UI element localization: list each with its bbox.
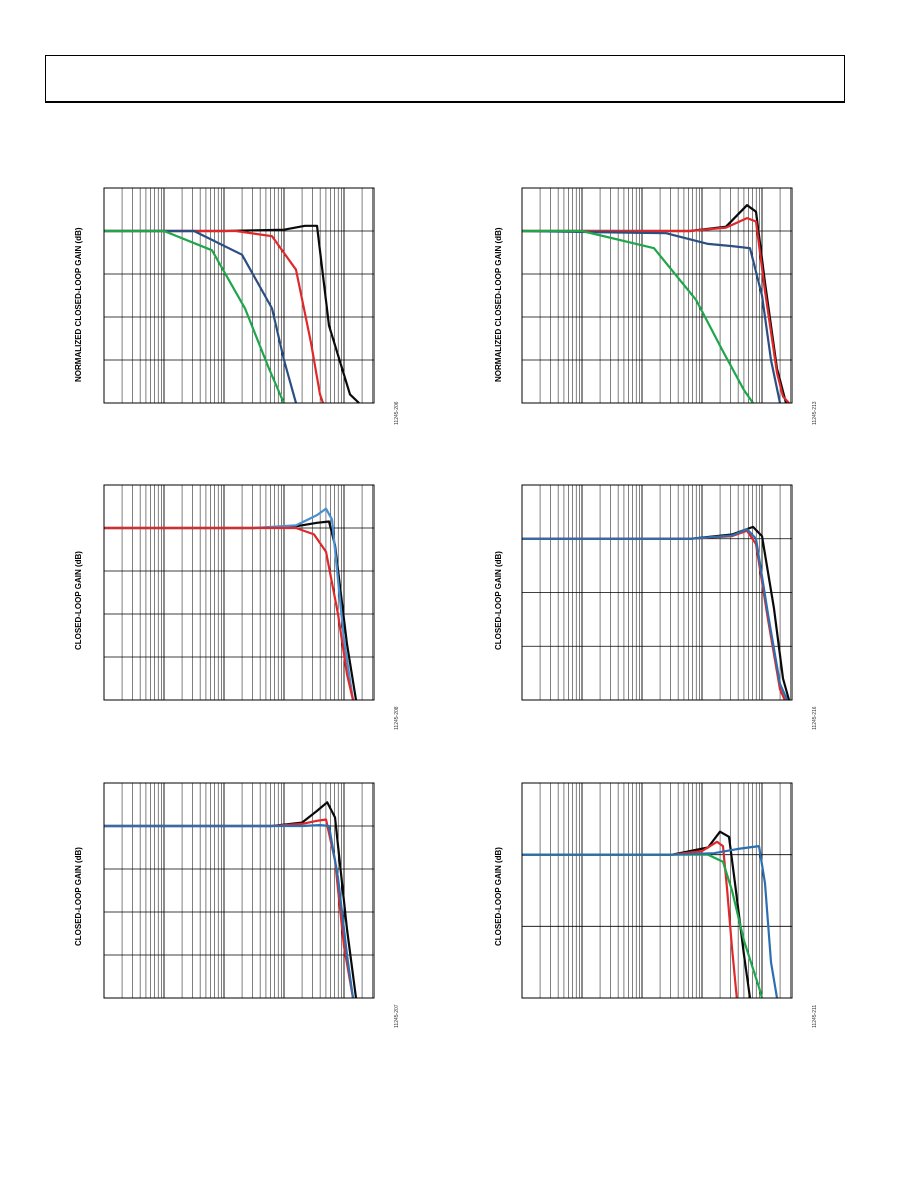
chart-3 xyxy=(103,484,375,701)
chart-4 xyxy=(521,484,793,701)
chart-4-series-3 xyxy=(522,528,789,701)
chart-5-plot xyxy=(103,782,375,999)
chart-2-series-2 xyxy=(522,217,790,404)
chart-5-series-2 xyxy=(104,818,355,999)
chart-4-series-2 xyxy=(522,529,786,701)
chart-2-series-3 xyxy=(521,229,782,404)
chart-3-ylabel: CLOSED-LOOP GAIN (dB) xyxy=(74,551,83,650)
chart-2-plot xyxy=(521,187,793,404)
chart-4-grid xyxy=(521,484,792,701)
chart-1 xyxy=(103,187,375,404)
chart-1-plot xyxy=(103,187,375,404)
chart-5-ylabel: CLOSED-LOOP GAIN (dB) xyxy=(74,847,83,946)
chart-5-series-1 xyxy=(104,801,358,999)
chart-2-series-4 xyxy=(522,229,754,404)
page-header-frame xyxy=(45,55,845,103)
chart-1-series-4 xyxy=(104,229,285,404)
chart-6 xyxy=(521,782,793,999)
chart-3-frame xyxy=(103,484,375,701)
chart-6-series-4 xyxy=(522,845,779,999)
chart-4-figure-id: 11245-216 xyxy=(812,706,818,730)
chart-1-series-2 xyxy=(104,229,325,404)
chart-2-figure-id: 11245-213 xyxy=(812,401,818,425)
chart-1-series-3 xyxy=(104,229,298,404)
chart-1-ylabel: NORMALIZED CLOSED-LOOP GAIN (dB) xyxy=(74,227,83,382)
chart-4-ylabel: CLOSED-LOOP GAIN (dB) xyxy=(494,551,503,650)
chart-3-figure-id: 11245-208 xyxy=(394,706,400,730)
chart-3-series-1 xyxy=(104,520,358,701)
chart-2-ylabel: NORMALIZED CLOSED-LOOP GAIN (dB) xyxy=(494,227,503,382)
chart-5-figure-id: 11245-207 xyxy=(394,1004,400,1028)
chart-1-figure-id: 11245-206 xyxy=(394,401,400,425)
chart-1-grid xyxy=(103,187,374,404)
chart-2-frame xyxy=(521,187,793,404)
chart-5 xyxy=(103,782,375,999)
chart-4-plot xyxy=(521,484,793,701)
chart-5-frame xyxy=(103,782,375,999)
chart-6-series-2 xyxy=(522,840,738,999)
chart-3-series-3 xyxy=(104,526,355,701)
chart-6-ylabel: CLOSED-LOOP GAIN (dB) xyxy=(494,847,503,946)
chart-6-figure-id: 11245-211 xyxy=(812,1004,818,1028)
chart-5-series-3 xyxy=(104,824,355,999)
chart-1-series-1 xyxy=(104,224,360,404)
chart-1-frame xyxy=(103,187,375,404)
chart-6-frame xyxy=(521,782,793,999)
chart-4-series-1 xyxy=(522,525,791,701)
chart-3-plot xyxy=(103,484,375,701)
chart-6-plot xyxy=(521,782,793,999)
chart-4-frame xyxy=(521,484,793,701)
chart-2 xyxy=(521,187,793,404)
chart-2-series-1 xyxy=(522,204,788,404)
